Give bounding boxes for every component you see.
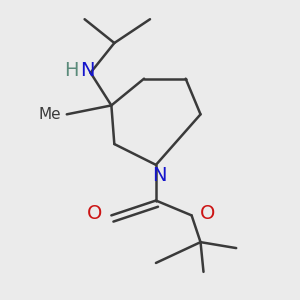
Text: H: H [64, 61, 79, 80]
Text: N: N [80, 61, 95, 80]
Text: Me: Me [38, 107, 61, 122]
Text: N: N [152, 166, 166, 185]
Text: O: O [200, 204, 216, 224]
Text: O: O [87, 204, 103, 224]
